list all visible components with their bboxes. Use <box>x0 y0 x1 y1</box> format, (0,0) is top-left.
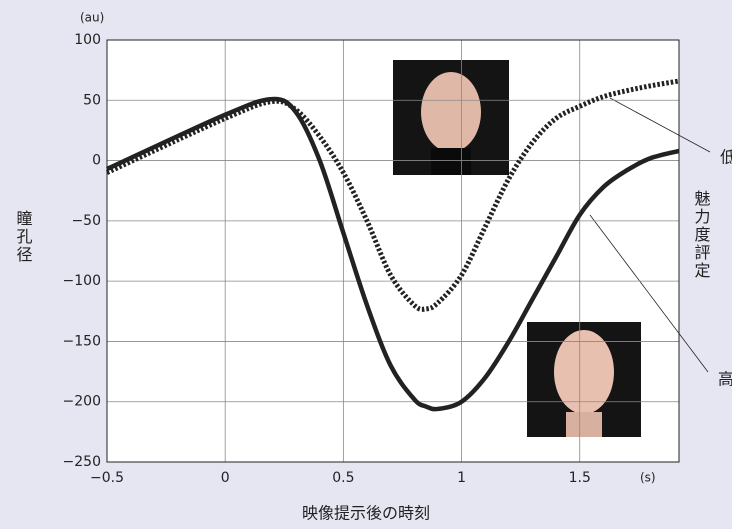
legend-title: 魅力度評定 <box>692 190 711 280</box>
x-tick-label: 0 <box>221 470 230 486</box>
y-tick-label: −200 <box>63 394 101 410</box>
series-line <box>106 96 680 412</box>
y-unit: (au) <box>80 11 104 25</box>
series-line <box>105 78 680 312</box>
y-tick-label: 100 <box>74 32 101 48</box>
face-high <box>527 322 641 437</box>
x-tick-label: 1.5 <box>569 470 591 486</box>
y-tick-label: 50 <box>83 92 101 108</box>
y-tick-label: −100 <box>63 273 101 289</box>
x-axis-title: 映像提示後の時刻 <box>302 504 430 523</box>
y-tick-label: −150 <box>63 333 101 349</box>
x-tick-label: −0.5 <box>90 470 124 486</box>
leader-line <box>589 214 709 373</box>
y-tick-label: −50 <box>71 213 101 229</box>
legend-label: 低 <box>720 148 732 167</box>
legend-label: 高 <box>718 370 732 389</box>
x-unit: (s) <box>640 471 656 485</box>
leader-line <box>609 97 711 153</box>
y-tick-label: −250 <box>63 454 101 470</box>
face-low <box>393 60 509 175</box>
plot-frame <box>106 39 680 463</box>
x-tick-label: 1 <box>457 470 466 486</box>
y-axis-title: 瞳孔径 <box>14 210 33 264</box>
y-tick-label: 0 <box>92 153 101 169</box>
x-tick-label: 0.5 <box>332 470 354 486</box>
